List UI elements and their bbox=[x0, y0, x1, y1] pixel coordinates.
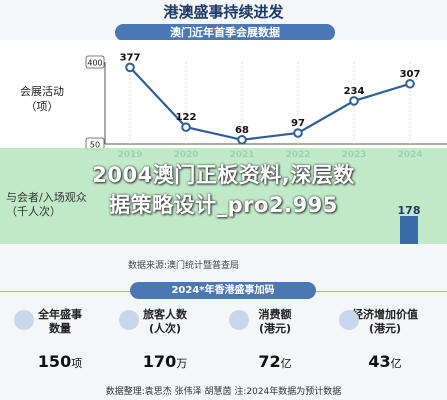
overlay-line2: 据策略设计_pro2.995 bbox=[109, 193, 338, 217]
series-line bbox=[129, 66, 411, 141]
credits: 数据整理:袁思杰 张伟泽 胡慧茵 注:2024年数据为预计数据 bbox=[105, 387, 342, 397]
page-title: 港澳盛事持续进发 bbox=[163, 3, 284, 21]
bar-2024-value: 178 bbox=[397, 204, 421, 217]
stat-label: 经济增加价值 bbox=[352, 308, 418, 321]
row2-label-line1: 与会者/入场观众 bbox=[6, 191, 87, 204]
stat-label: 消费额 bbox=[258, 308, 292, 321]
stat-unit: 项 bbox=[71, 357, 83, 370]
chart-background bbox=[0, 40, 447, 166]
stat-unit: 亿 bbox=[280, 357, 292, 370]
stat-sublabel: (人次) bbox=[148, 322, 182, 335]
bar-2024 bbox=[400, 216, 418, 244]
people-icon bbox=[119, 310, 139, 330]
data-point bbox=[125, 62, 135, 73]
data-point bbox=[237, 134, 247, 145]
data-label: 122 bbox=[176, 112, 197, 123]
data-point bbox=[349, 96, 359, 106]
y-tick-box bbox=[85, 55, 105, 69]
stat-label: 旅客人数 bbox=[143, 308, 187, 321]
stat-spending: 消费额 (港元) 72亿 bbox=[225, 308, 325, 371]
data-label: 234 bbox=[344, 86, 365, 97]
data-point bbox=[405, 78, 415, 89]
series-layer: 377 122 68 97 234 307 bbox=[120, 52, 421, 145]
stat-label: 全年盛事 bbox=[38, 308, 82, 321]
chart-up-icon bbox=[339, 310, 359, 330]
series-name-line2: （项） bbox=[26, 100, 59, 113]
data-source: 数据来源:澳门统计暨普查局 bbox=[128, 261, 240, 271]
stat-value: 170 bbox=[142, 352, 177, 371]
y-tick-label: 400 bbox=[87, 59, 102, 68]
stat-value: 72 bbox=[258, 352, 281, 371]
stat-value: 150 bbox=[37, 352, 72, 371]
watermark-band bbox=[0, 148, 447, 244]
section-header: 2024*年香港盛事加码 bbox=[0, 281, 447, 301]
chart-subtitle: 澳门近年首季会展数据 bbox=[115, 24, 335, 41]
overlay-headline: 2004澳门正板资料,深层数 据策略设计_pro2.995 bbox=[0, 160, 447, 220]
stat-sublabel: 数量 bbox=[49, 322, 71, 335]
data-label: 97 bbox=[291, 118, 305, 129]
stat-economic-value: 经济增加价值 (港元) 43亿 bbox=[335, 308, 435, 371]
stat-sublabel: (港元) bbox=[368, 322, 402, 335]
series-name-line1: 会展活动 bbox=[20, 85, 64, 98]
row2-label: 与会者/入场观众 （千人次） bbox=[6, 191, 87, 219]
money-bag-icon bbox=[229, 310, 249, 330]
calendar-icon bbox=[14, 310, 34, 330]
data-label: 377 bbox=[120, 52, 141, 63]
overlay-line1: 2004澳门正板资料,深层数 bbox=[92, 163, 355, 187]
series-label: 会展活动 （项） bbox=[20, 85, 64, 113]
y-tick-label: 50 bbox=[90, 141, 100, 150]
stat-events: 全年盛事 数量 150项 bbox=[10, 308, 110, 371]
data-point bbox=[293, 128, 303, 138]
data-point bbox=[181, 122, 191, 132]
stat-sublabel: (港元) bbox=[258, 322, 292, 335]
data-label: 68 bbox=[235, 125, 249, 136]
section-title: 2024*年香港盛事加码 bbox=[130, 282, 316, 299]
stat-visitors: 旅客人数 (人次) 170万 bbox=[115, 308, 215, 371]
stat-unit: 亿 bbox=[390, 357, 402, 370]
stat-unit: 万 bbox=[176, 357, 188, 370]
row2-label-line2: （千人次） bbox=[6, 205, 61, 218]
data-label: 307 bbox=[400, 69, 421, 80]
stat-value: 43 bbox=[368, 352, 391, 371]
